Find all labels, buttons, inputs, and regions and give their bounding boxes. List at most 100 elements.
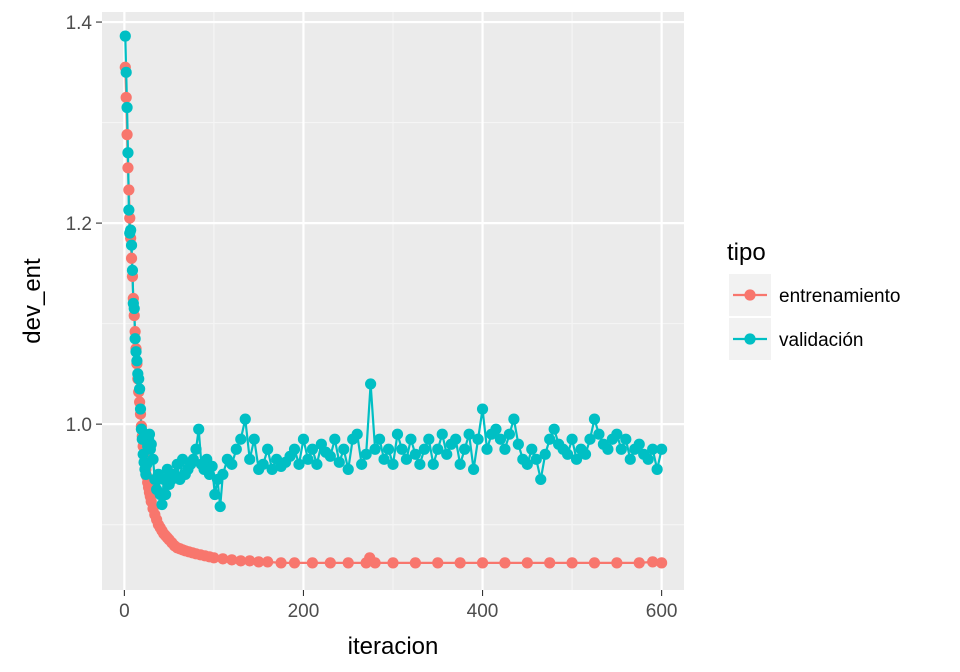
data-point [454, 458, 466, 470]
data-point [373, 433, 386, 445]
data-point [131, 355, 143, 367]
x-axis-title: iteracion [348, 633, 439, 660]
data-point [441, 448, 453, 460]
data-point [512, 438, 524, 450]
data-point [611, 428, 623, 440]
grid-minor [102, 12, 684, 590]
data-point [230, 443, 242, 455]
data-point [147, 453, 159, 465]
data-point [624, 453, 636, 465]
data-point [526, 443, 538, 455]
legend-point [744, 289, 756, 301]
data-point [123, 184, 135, 196]
data-point [476, 403, 489, 415]
data-point [119, 30, 131, 42]
data-point [544, 433, 556, 445]
data-point [588, 413, 601, 425]
data-point [143, 428, 156, 440]
data-point [633, 438, 645, 450]
data-point [333, 456, 345, 468]
data-point [120, 66, 132, 78]
data-point [121, 101, 133, 114]
data-point [521, 557, 533, 569]
data-point [133, 373, 145, 385]
data-point [414, 458, 426, 470]
data-point [342, 557, 354, 569]
legend: tipo entrenamiento validación [727, 239, 900, 360]
data-point [365, 378, 377, 390]
data-point [239, 413, 251, 425]
data-point [156, 498, 168, 511]
data-point [369, 443, 381, 455]
y-tick-label: 1.4 [66, 13, 93, 34]
data-point [436, 428, 448, 440]
data-point [499, 443, 511, 455]
data-point [570, 453, 583, 465]
data-point [176, 453, 189, 465]
data-point [566, 433, 578, 445]
data-point [476, 557, 489, 569]
x-tick-label: 600 [646, 601, 678, 622]
data-point [369, 557, 381, 569]
data-point [226, 458, 238, 470]
legend-title: tipo [727, 239, 766, 266]
data-point [566, 557, 578, 569]
data-point [311, 458, 323, 470]
data-point [297, 433, 310, 445]
data-point [450, 433, 462, 445]
data-point [459, 443, 471, 455]
data-point [651, 463, 663, 475]
data-point [128, 302, 140, 315]
data-point [253, 556, 265, 568]
data-point [329, 433, 341, 445]
data-point [396, 443, 408, 455]
x-tick-label: 200 [288, 601, 320, 622]
data-point [126, 264, 139, 276]
data-point [409, 448, 421, 460]
legend-items: entrenamiento validación [729, 274, 900, 360]
data-point [579, 448, 592, 460]
data-point [360, 448, 372, 460]
data-point [481, 443, 493, 455]
legend-item: entrenamiento [729, 274, 900, 316]
data-point [535, 473, 547, 486]
data-point [647, 443, 659, 455]
data-point [539, 448, 551, 460]
data-point [214, 500, 226, 513]
data-point [656, 557, 668, 569]
data-point [306, 557, 319, 569]
data-point [647, 556, 659, 568]
data-point [387, 458, 399, 470]
data-point [257, 458, 269, 470]
data-point [209, 488, 221, 501]
data-point [432, 557, 444, 569]
data-point [145, 438, 157, 450]
data-point [633, 557, 645, 569]
data-point [244, 555, 256, 567]
data-point [288, 557, 301, 569]
data-point [121, 129, 133, 141]
data-point [130, 346, 142, 358]
data-point [159, 488, 172, 501]
legend-item: validación [729, 318, 864, 360]
legend-point [744, 333, 756, 345]
data-point [122, 147, 134, 159]
data-point [548, 423, 560, 435]
data-point [338, 443, 350, 455]
data-point [503, 428, 515, 440]
data-point [472, 433, 484, 445]
data-point [120, 91, 132, 104]
y-axis: 1.0 1.2 1.4 [66, 13, 102, 436]
data-point [190, 443, 202, 455]
data-point [490, 423, 502, 435]
data-point [262, 443, 274, 455]
data-point [288, 443, 301, 455]
legend-label: entrenamiento [779, 286, 900, 307]
data-point [602, 443, 614, 455]
data-point [593, 428, 605, 440]
data-point [427, 458, 439, 470]
data-point [530, 453, 542, 465]
data-point [140, 468, 152, 480]
data-point [226, 554, 238, 566]
